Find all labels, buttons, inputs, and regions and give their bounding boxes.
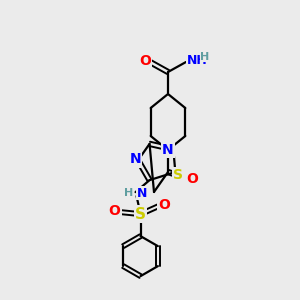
Text: O: O <box>186 172 198 186</box>
Text: O: O <box>109 204 121 218</box>
Text: N: N <box>136 187 147 200</box>
Text: NH: NH <box>187 55 208 68</box>
Text: N: N <box>129 152 141 166</box>
Text: S: S <box>173 168 183 182</box>
Text: H: H <box>200 52 209 62</box>
Text: S: S <box>135 207 146 222</box>
Text: O: O <box>139 54 151 68</box>
Text: H: H <box>124 188 134 198</box>
Text: O: O <box>159 198 170 212</box>
Text: N: N <box>162 143 174 157</box>
